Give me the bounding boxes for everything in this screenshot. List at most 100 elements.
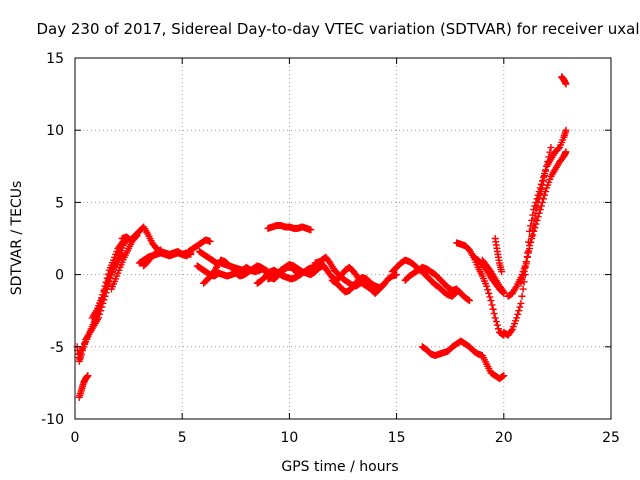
data-point xyxy=(84,372,92,380)
data-point xyxy=(539,176,547,184)
series-arc-9 xyxy=(185,236,214,255)
data-point xyxy=(528,235,536,242)
data-point xyxy=(541,172,549,180)
data-point xyxy=(546,148,554,156)
data-point xyxy=(539,195,547,203)
axis-ticks: 0 5 10 15 20 25 -10 -5 0 5 10 15 xyxy=(41,51,620,446)
data-point xyxy=(157,246,165,254)
data-point xyxy=(536,206,544,214)
data-point xyxy=(307,226,315,234)
data-point xyxy=(547,144,555,152)
y-tick-label: 10 xyxy=(46,123,64,139)
data-point xyxy=(520,267,528,275)
data-point xyxy=(518,275,526,283)
data-series xyxy=(73,73,570,401)
x-axis-label: GPS time / hours xyxy=(281,459,398,475)
data-point xyxy=(515,307,523,315)
data-point xyxy=(490,310,498,318)
data-point xyxy=(518,292,526,300)
data-point xyxy=(536,190,544,198)
y-tick-label: -10 xyxy=(41,412,64,428)
data-point xyxy=(544,158,552,166)
x-tick-label: 0 xyxy=(71,430,80,446)
data-point xyxy=(507,327,515,335)
data-point xyxy=(492,318,500,326)
data-point xyxy=(524,247,532,255)
data-point xyxy=(522,258,530,266)
data-point xyxy=(562,80,570,88)
plot-frame xyxy=(74,57,612,420)
data-point xyxy=(523,253,531,261)
data-point xyxy=(531,224,539,232)
data-point xyxy=(513,314,521,322)
data-point xyxy=(464,296,472,304)
data-point xyxy=(483,282,491,290)
data-point xyxy=(485,289,493,297)
y-tick-label: 0 xyxy=(55,268,64,284)
data-point xyxy=(465,297,473,305)
data-point xyxy=(526,242,534,250)
series-arc-22 xyxy=(418,337,508,383)
data-point xyxy=(554,145,562,153)
data-point xyxy=(487,297,495,305)
series-arc-17 xyxy=(328,273,388,296)
data-point xyxy=(532,220,540,228)
data-point xyxy=(489,305,497,313)
series-arc-19 xyxy=(401,263,473,305)
series-arc-12 xyxy=(200,256,251,287)
data-point xyxy=(542,167,550,175)
data-point xyxy=(498,268,506,276)
data-point xyxy=(494,325,502,333)
y-tick-label: 15 xyxy=(46,51,64,67)
data-point xyxy=(493,321,501,329)
data-point xyxy=(156,247,164,255)
data-point xyxy=(500,372,508,380)
series-arc-8 xyxy=(140,246,165,270)
data-point xyxy=(206,237,214,245)
data-point xyxy=(393,271,401,279)
data-point xyxy=(516,303,524,311)
data-point xyxy=(243,268,251,276)
x-tick-label: 15 xyxy=(388,430,406,446)
data-point xyxy=(527,238,535,246)
data-point xyxy=(534,213,542,221)
series-arc-27 xyxy=(517,148,570,287)
data-point xyxy=(537,202,545,210)
data-point xyxy=(379,281,387,289)
series-arc-26 xyxy=(504,144,555,300)
y-tick-label: 5 xyxy=(55,195,64,211)
data-point xyxy=(491,314,499,322)
data-point xyxy=(519,271,527,279)
series-arc-16 xyxy=(311,258,401,297)
series-arc-13 xyxy=(264,222,315,234)
x-tick-label: 5 xyxy=(178,430,187,446)
data-point xyxy=(499,372,507,380)
data-point xyxy=(562,126,570,134)
data-point xyxy=(517,279,525,287)
data-point xyxy=(499,286,507,294)
series-arc-23 xyxy=(478,256,508,296)
data-point xyxy=(517,299,525,307)
series-arc-28 xyxy=(558,73,570,88)
data-point xyxy=(541,191,549,199)
x-tick-label: 25 xyxy=(602,430,620,446)
series-arc-18 xyxy=(388,256,461,300)
chart-title: Day 230 of 2017, Sidereal Day-to-day VTE… xyxy=(36,20,639,38)
data-point xyxy=(514,310,522,318)
data-point xyxy=(486,293,494,301)
data-point xyxy=(538,198,546,206)
data-point xyxy=(117,252,125,260)
series-arc-24 xyxy=(491,235,506,276)
data-point xyxy=(500,288,508,296)
data-point xyxy=(519,285,527,293)
data-point xyxy=(542,188,550,196)
data-point xyxy=(530,227,538,235)
series-arc-1 xyxy=(75,372,92,401)
data-point xyxy=(562,148,570,156)
data-point xyxy=(488,301,496,309)
y-tick-label: -5 xyxy=(50,340,64,356)
data-point xyxy=(533,216,541,224)
data-point xyxy=(537,185,545,193)
series-arc-4 xyxy=(88,250,126,322)
